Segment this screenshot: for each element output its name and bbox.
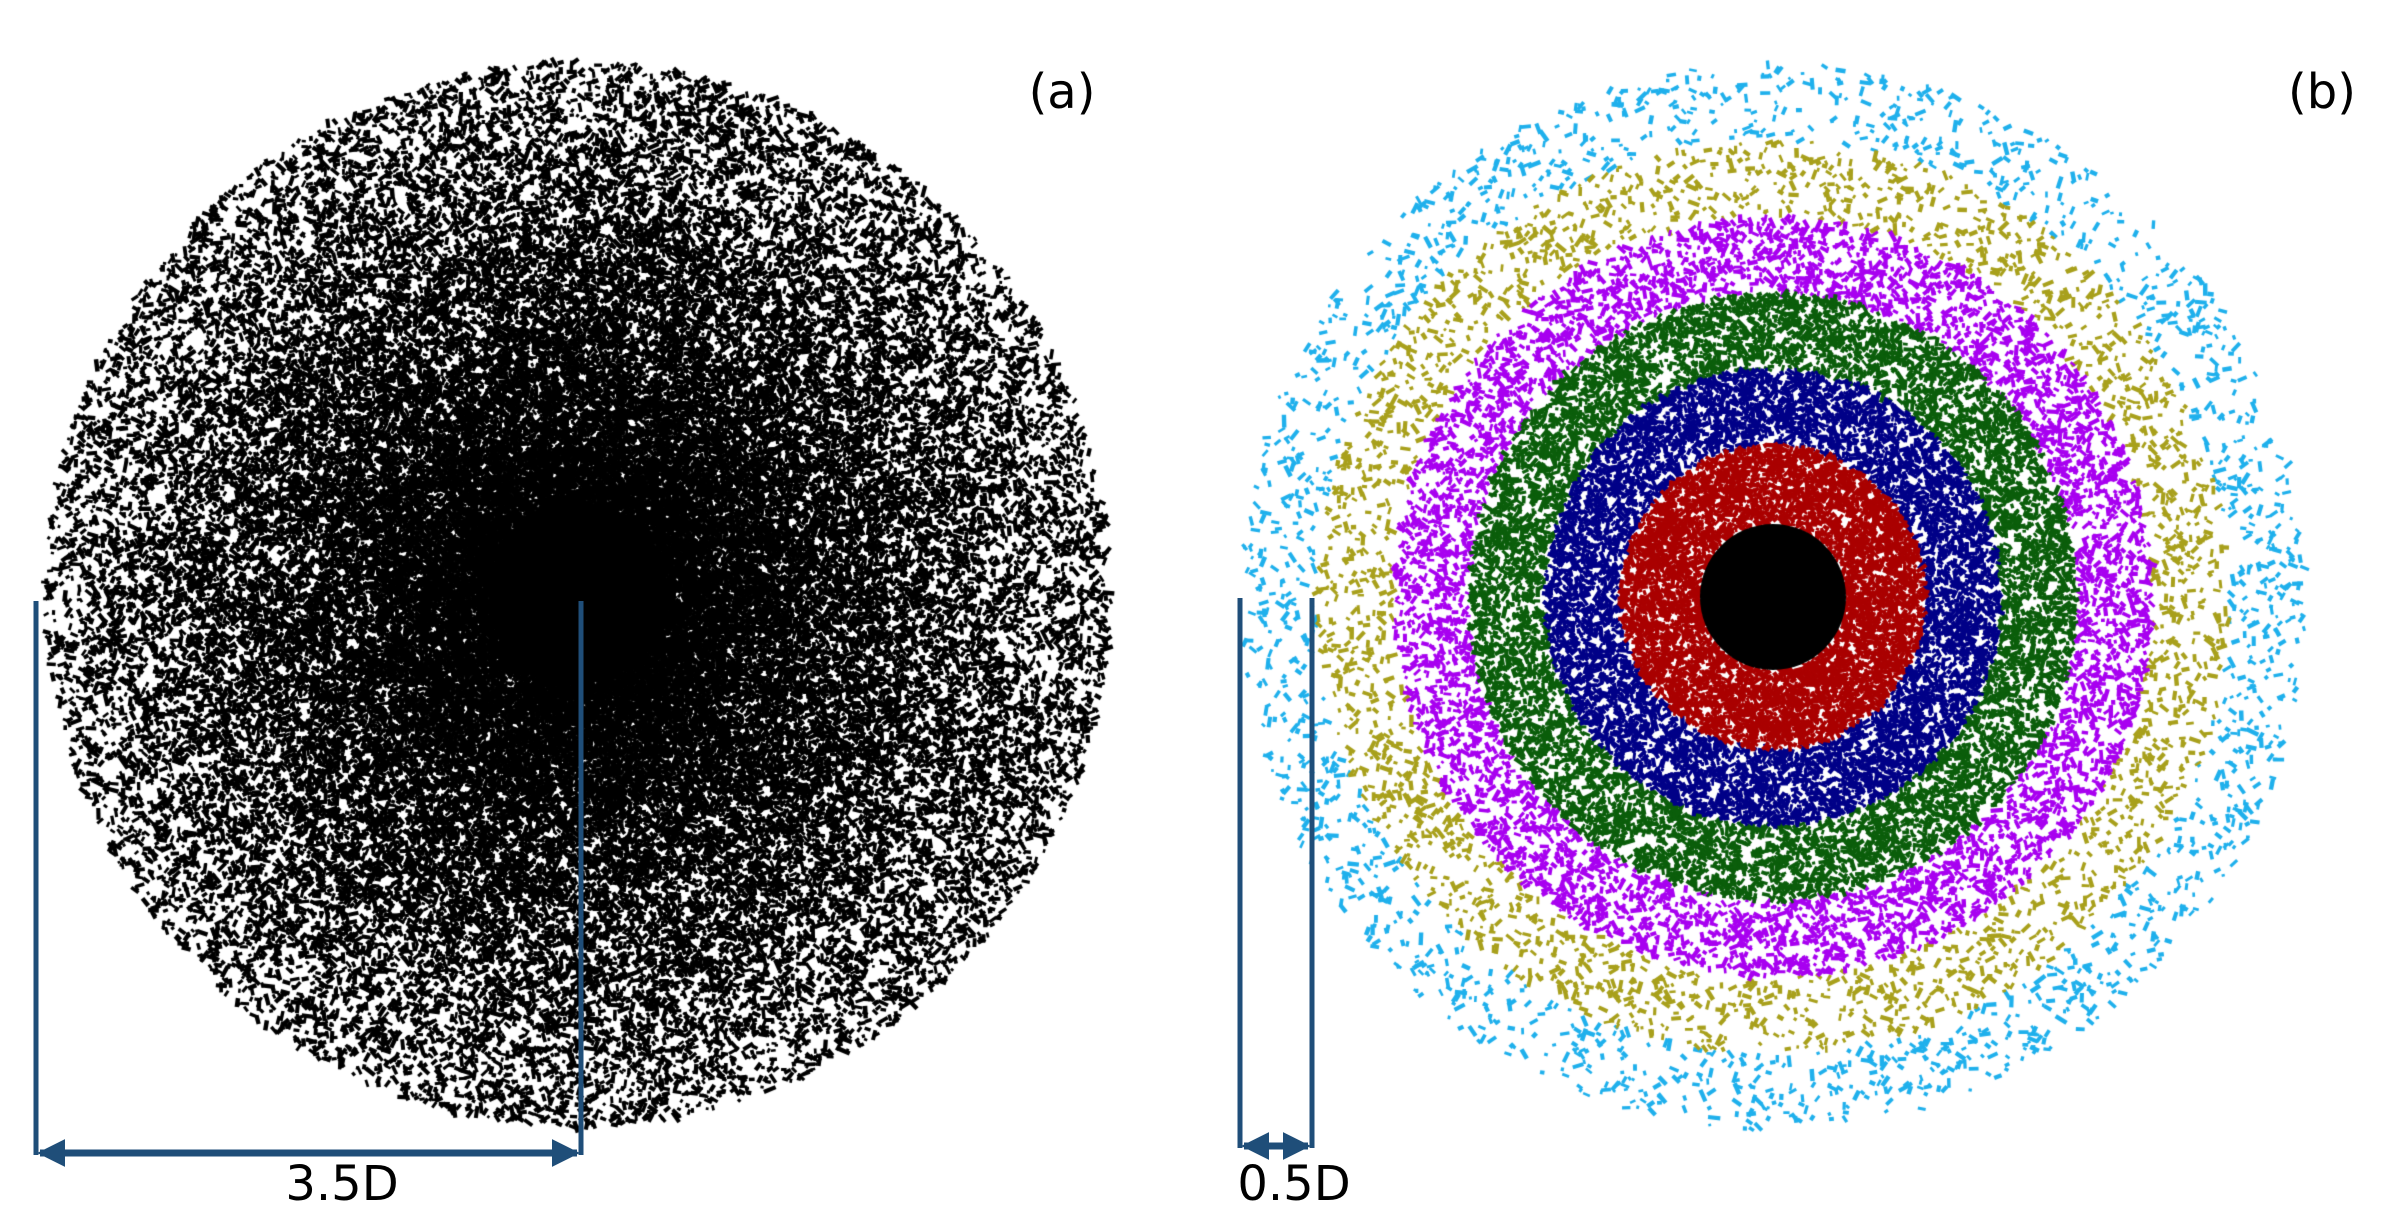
scale-label-a: 3.5D (285, 1156, 399, 1212)
scale-bar-b (1237, 598, 1315, 1160)
panel-b-label: (b) (2288, 64, 2356, 120)
scale-label-b: 0.5D (1237, 1156, 1351, 1212)
panel-a-label: (a) (1028, 64, 1096, 120)
scale-bar-a (33, 601, 584, 1167)
